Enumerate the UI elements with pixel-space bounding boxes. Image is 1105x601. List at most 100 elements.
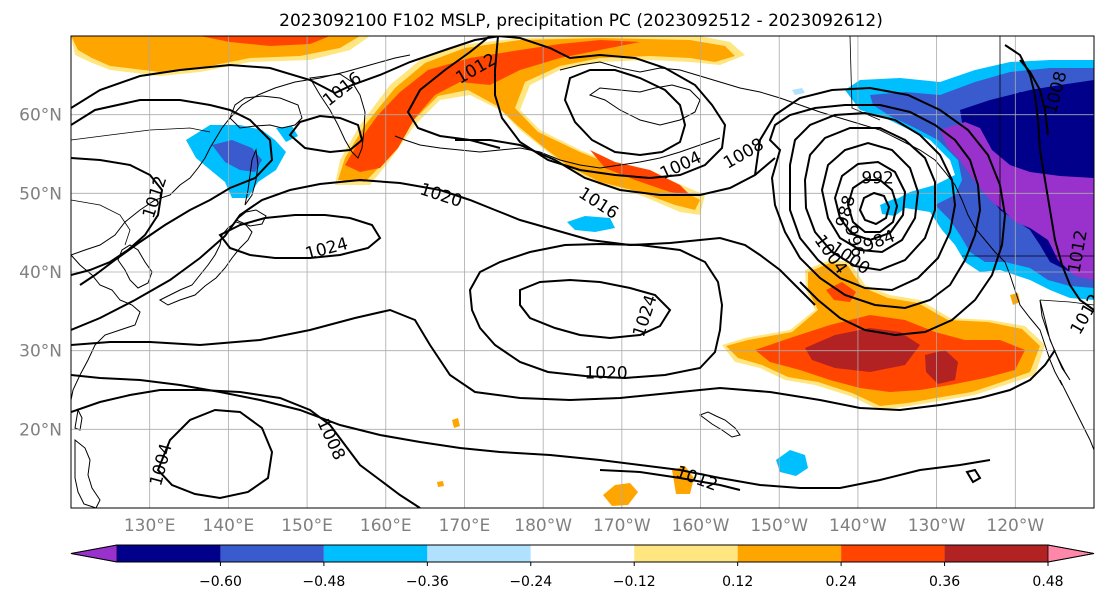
colorbar-extend-high [1047,544,1095,563]
coastline-mexico [1059,379,1094,451]
isobar-1012-far-south [599,469,741,491]
isobar-low-996 [820,141,920,254]
isobar-low-outer [754,86,1007,337]
precip-positive-area [603,483,638,506]
coastline-japan [158,221,253,306]
isobar-1024-west [218,214,382,259]
colorbar-segment [634,545,738,562]
longitude-label: 160°E [360,516,412,536]
colorbar-label: 0.12 [722,574,753,590]
isobar-low-1000 [803,127,936,272]
longitude-label: 130°W [908,516,966,536]
coastline-alaska [559,61,1063,386]
colorbar-outline [70,544,1095,563]
latitude-labels: 20°N 30°N 40°N 50°N 60°N [19,106,62,441]
precip-positive-area [345,40,640,172]
coastline-taiwan [74,408,83,431]
colorbar-segment [323,545,428,562]
colorbar: −0.60 −0.48 −0.36 −0.24 −0.12 0.12 0.24 0.36 0.4… [70,544,1095,590]
colorbar-segment [427,545,531,562]
colorbar-segment [737,545,842,562]
isobars [71,36,1094,508]
latitude-label: 40°N [19,263,62,283]
precip-positive-area [805,328,920,372]
colorbar-label: 0.24 [826,574,857,590]
longitude-label: 150°W [750,516,808,536]
isobar-low-1004 [789,111,957,292]
isobar-label: 1020 [584,363,627,383]
coastline-sakhalin [244,148,259,206]
colorbar-segment [944,545,1048,562]
longitude-label: 130°E [124,516,176,536]
map-title: 2023092100 F102 MSLP, precipitation PC (… [279,11,883,31]
precip-positive-area [672,466,694,494]
precip-positive-area [452,418,460,428]
isobar-1008-east [1019,59,1049,136]
coastline-alaska-west [588,84,701,126]
isobar-1012-west [71,157,164,276]
colorbar-segment [117,545,221,562]
longitude-labels: 130°E 140°E 150°E 160°E 170°E 180°W 170°W 160°W… [124,516,1045,536]
colorbar-label: −0.36 [406,574,449,590]
isobar-1020-middle [71,178,816,331]
colorbar-label: −0.24 [509,574,552,590]
colorbar-segment [841,545,945,562]
precip-negative-area [212,140,262,172]
coastline-island [965,468,982,484]
border-us-canada [849,36,881,121]
precip-positive-area [200,36,330,46]
coastline-baja [1039,299,1071,381]
precip-positive-area [590,150,690,195]
isobar-1016-middle [455,139,776,196]
longitude-label: 170°E [439,516,491,536]
gridlines [71,36,1094,508]
coastlines [71,54,1094,508]
isobar-1012-north [406,36,501,149]
isobar-1024-middle [519,278,672,340]
coastline-aleutians [394,135,721,169]
latitude-label: 30°N [19,342,62,362]
colorbar-segment [530,545,635,562]
longitude-label: 170°W [593,516,651,536]
isobar-1008-south [71,389,421,508]
longitude-label: 160°W [672,516,730,536]
longitude-label: 120°W [986,516,1044,536]
latitude-label: 50°N [19,184,62,204]
precip-positive-area [437,481,444,487]
isobar-1004-south [156,408,274,500]
isobar-low-992 [833,160,907,242]
colorbar-label: −0.60 [199,574,242,590]
isobar-small-ring [288,114,364,154]
colorbar-segment [220,545,324,562]
precip-negative-area [776,450,808,476]
isobar-1004-aleutian [563,69,687,157]
isobar-1008-aleutian [494,36,727,180]
longitude-label: 150°E [281,516,333,536]
isobar-low-1008 [768,104,982,310]
coastline-asia [71,254,141,401]
map-frame [70,35,1095,509]
isobar-label: 992 [861,168,893,188]
isobar-1016-north [71,36,501,109]
colorbar-label: 0.36 [929,574,960,590]
isobar-low-988 [846,179,899,233]
longitude-label: 140°W [829,516,887,536]
longitude-label: 180°W [514,516,572,536]
latitude-label: 20°N [19,420,62,440]
precip-negative-area [567,216,615,232]
coastline-hawaii [698,411,741,438]
border-china [71,199,131,246]
colorbar-label: −0.48 [302,574,345,590]
coastline-philippines [74,438,101,508]
precip-negative-area [792,88,805,95]
precip-positive-area [925,350,958,384]
isobar-low-984 [858,191,891,226]
isobar-1012-east [1004,44,1094,311]
isobar-1016-south [71,308,1056,412]
colorbar-extend-low [70,544,118,563]
isobar-1020-ring [468,242,724,380]
colorbar-label: −0.12 [613,574,656,590]
isobar-1016-west [71,99,274,286]
